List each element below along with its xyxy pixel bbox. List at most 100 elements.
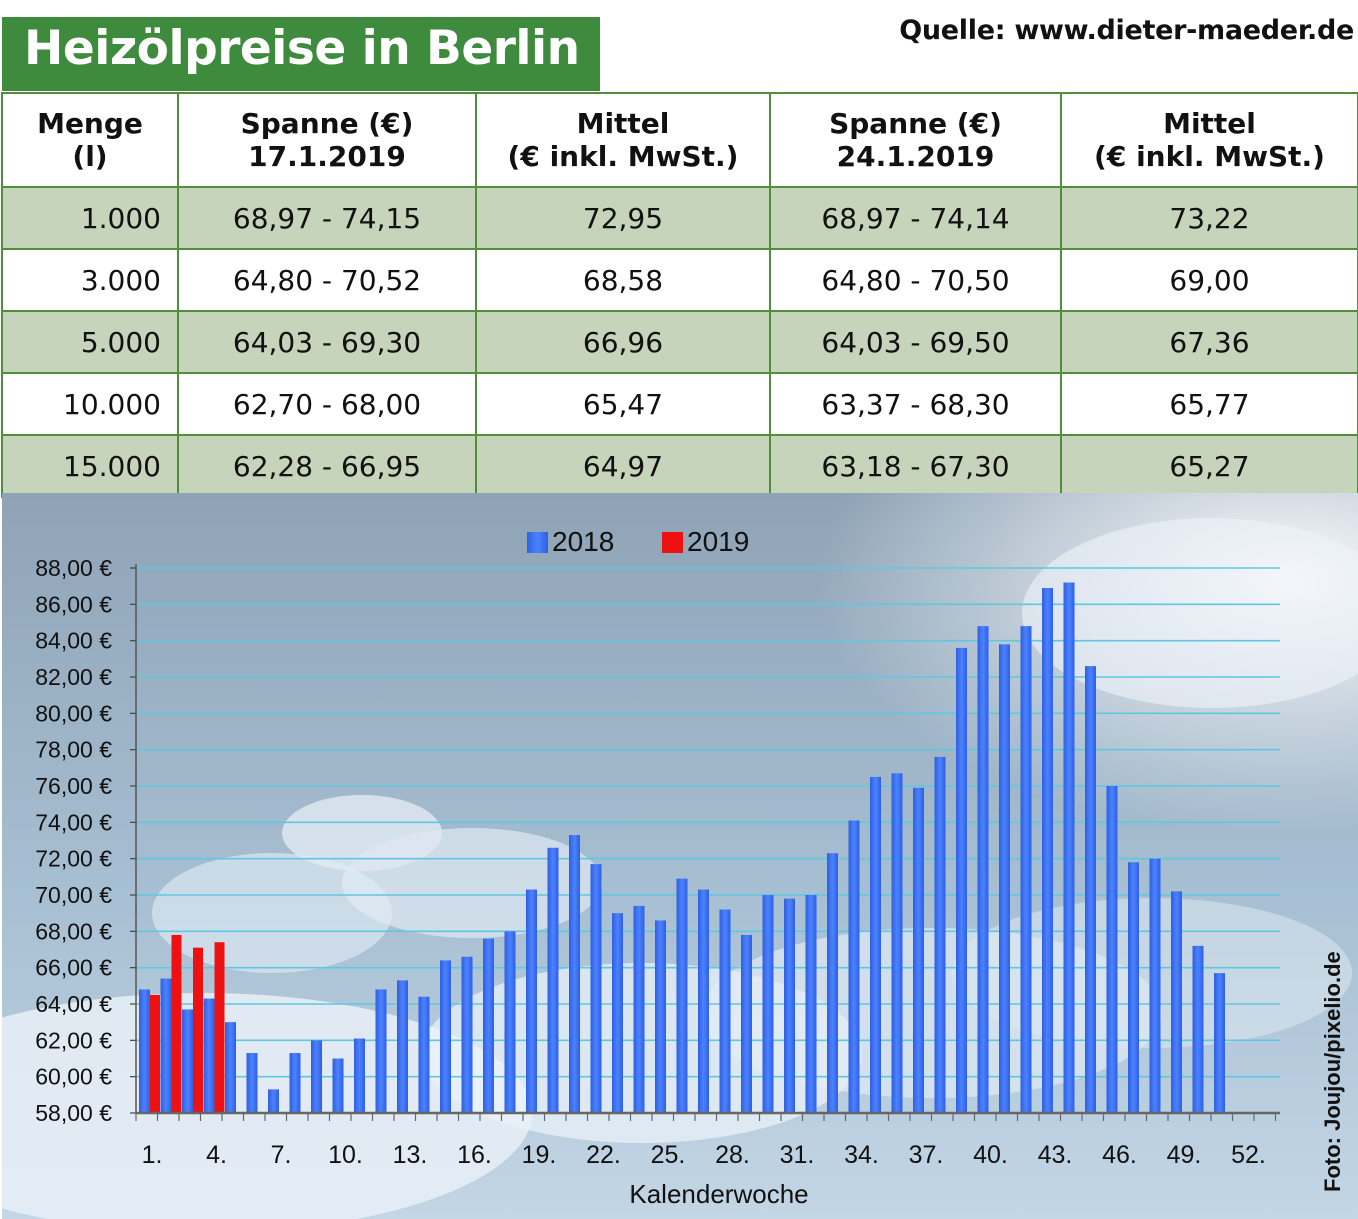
cell-spanne-2: 64,03 - 69,50 — [769, 310, 1062, 374]
header-mittel-2: Mittel (€ inkl. MwSt.) — [1060, 92, 1358, 188]
bar-2018 — [332, 1058, 344, 1113]
bar-2018 — [590, 864, 602, 1113]
cell-mittel-2: 73,22 — [1060, 186, 1358, 250]
x-tick-label: 49. — [1167, 1141, 1202, 1169]
bar-2018 — [762, 895, 774, 1113]
x-tick-label: 13. — [393, 1141, 428, 1169]
bar-2018 — [1063, 582, 1075, 1113]
cell-mittel-1: 66,96 — [475, 310, 771, 374]
table-row: 5.000 64,03 - 69,30 66,96 64,03 - 69,50 … — [1, 310, 1358, 374]
bar-2019 — [171, 934, 182, 1113]
header-mittel-1-line1: Mittel — [576, 107, 670, 140]
y-tick-label: 78,00 € — [35, 737, 112, 763]
header-menge-line2: (l) — [72, 140, 108, 173]
bar-2018 — [1192, 945, 1204, 1113]
cell-menge: 5.000 — [1, 310, 179, 374]
bar-2018 — [698, 889, 709, 1113]
cell-mittel-1: 65,47 — [475, 372, 771, 436]
source-label: Quelle: www.dieter-maeder.de — [899, 15, 1354, 46]
chart-axes: 58,00 € 60,00 € 62,00 € 64,00 € 66,00 € 68,00… — [35, 555, 1280, 1169]
bar-2018 — [354, 1038, 365, 1113]
header-spanne-1-line2: 17.1.2019 — [248, 140, 406, 173]
chart-panel: 58,00 € 60,00 € 62,00 € 64,00 € 66,00 € 68,00… — [2, 493, 1358, 1219]
legend-swatch-2018 — [527, 532, 548, 553]
bar-2018 — [225, 1022, 236, 1113]
x-tick-label: 52. — [1231, 1141, 1266, 1169]
header-mittel-1: Mittel (€ inkl. MwSt.) — [475, 92, 771, 188]
y-tick-label: 62,00 € — [35, 1027, 112, 1053]
y-tick-label: 72,00 € — [35, 846, 112, 872]
x-axis-title: Kalenderwoche — [629, 1179, 808, 1209]
bar-2018 — [139, 989, 150, 1113]
bar-2018 — [418, 996, 430, 1113]
y-tick-label: 86,00 € — [35, 591, 112, 617]
y-tick-label: 84,00 € — [35, 628, 112, 654]
x-tick-label: 31. — [780, 1141, 815, 1169]
cell-mittel-1: 68,58 — [475, 248, 771, 312]
bar-2018 — [827, 853, 838, 1113]
cell-mittel-1: 72,95 — [475, 186, 771, 250]
cell-spanne-1: 64,03 - 69,30 — [177, 310, 477, 374]
x-tick-label: 19. — [522, 1141, 557, 1169]
chart-legend: 2018 2019 — [527, 526, 749, 557]
header-spanne-1-line1: Spanne (€) — [240, 107, 414, 140]
bar-2018 — [1106, 786, 1118, 1113]
cell-spanne-1: 62,28 - 66,95 — [177, 434, 477, 498]
bar-2018 — [547, 847, 559, 1113]
cell-menge: 3.000 — [1, 248, 179, 312]
bar-2018 — [483, 938, 494, 1113]
y-tick-label: 74,00 € — [35, 809, 112, 835]
x-tick-label: 43. — [1038, 1141, 1073, 1169]
y-tick-label: 88,00 € — [35, 555, 112, 581]
bar-2018 — [719, 909, 731, 1113]
x-tick-label: 40. — [973, 1141, 1008, 1169]
bar-2018 — [999, 644, 1010, 1113]
header-spanne-2-line2: 24.1.2019 — [836, 140, 995, 173]
x-tick-label: 28. — [715, 1141, 750, 1169]
x-tick-label: 10. — [328, 1141, 363, 1169]
bar-2018 — [1042, 587, 1053, 1113]
table-header-row: Menge (l) Spanne (€) 17.1.2019 Mittel (€ in… — [1, 92, 1358, 188]
x-tick-label: 1. — [142, 1141, 163, 1169]
cell-mittel-2: 67,36 — [1060, 310, 1358, 374]
cell-menge: 10.000 — [1, 372, 179, 436]
header-menge-line1: Menge — [37, 107, 143, 140]
title-banner: Heizölpreise in Berlin — [2, 17, 600, 91]
table-row: 3.000 64,80 - 70,52 68,58 64,80 - 70,50 … — [1, 248, 1358, 312]
bar-2018 — [311, 1040, 322, 1113]
bar-2019 — [193, 947, 203, 1113]
bar-2018 — [440, 960, 451, 1113]
y-tick-label: 82,00 € — [35, 664, 112, 690]
bar-2018 — [268, 1089, 279, 1113]
header-menge: Menge (l) — [1, 92, 179, 188]
cell-spanne-1: 68,97 - 74,15 — [177, 186, 477, 250]
cell-spanne-2: 63,18 - 67,30 — [769, 434, 1062, 498]
y-tick-label: 66,00 € — [35, 955, 112, 981]
bar-2019 — [214, 942, 225, 1113]
x-tick-label: 16. — [457, 1141, 492, 1169]
cell-menge: 15.000 — [1, 434, 179, 498]
bar-2018 — [612, 913, 623, 1113]
bar-2018 — [805, 895, 817, 1113]
y-tick-label: 70,00 € — [35, 882, 112, 908]
legend-swatch-2019 — [662, 532, 683, 553]
bar-2018 — [891, 773, 903, 1113]
price-table: Menge (l) Spanne (€) 17.1.2019 Mittel (€ in… — [1, 92, 1358, 498]
x-tick-label: 46. — [1102, 1141, 1137, 1169]
bar-2018 — [1128, 862, 1139, 1113]
bar-2018 — [977, 626, 989, 1113]
y-tick-label: 60,00 € — [35, 1064, 112, 1090]
bar-2018 — [504, 931, 516, 1113]
bar-2019 — [150, 994, 160, 1113]
bar-2018 — [956, 647, 967, 1113]
cell-spanne-2: 64,80 - 70,50 — [769, 248, 1062, 312]
bar-2018 — [848, 820, 860, 1113]
bar-2018 — [1020, 626, 1032, 1113]
header-spanne-2-line1: Spanne (€) — [829, 107, 1002, 140]
bar-2018 — [569, 835, 580, 1113]
bar-2018 — [203, 998, 215, 1113]
x-tick-label: 37. — [909, 1141, 944, 1169]
bar-2018 — [1149, 858, 1161, 1113]
bar-2018 — [934, 756, 946, 1113]
x-tick-label: 25. — [651, 1141, 686, 1169]
